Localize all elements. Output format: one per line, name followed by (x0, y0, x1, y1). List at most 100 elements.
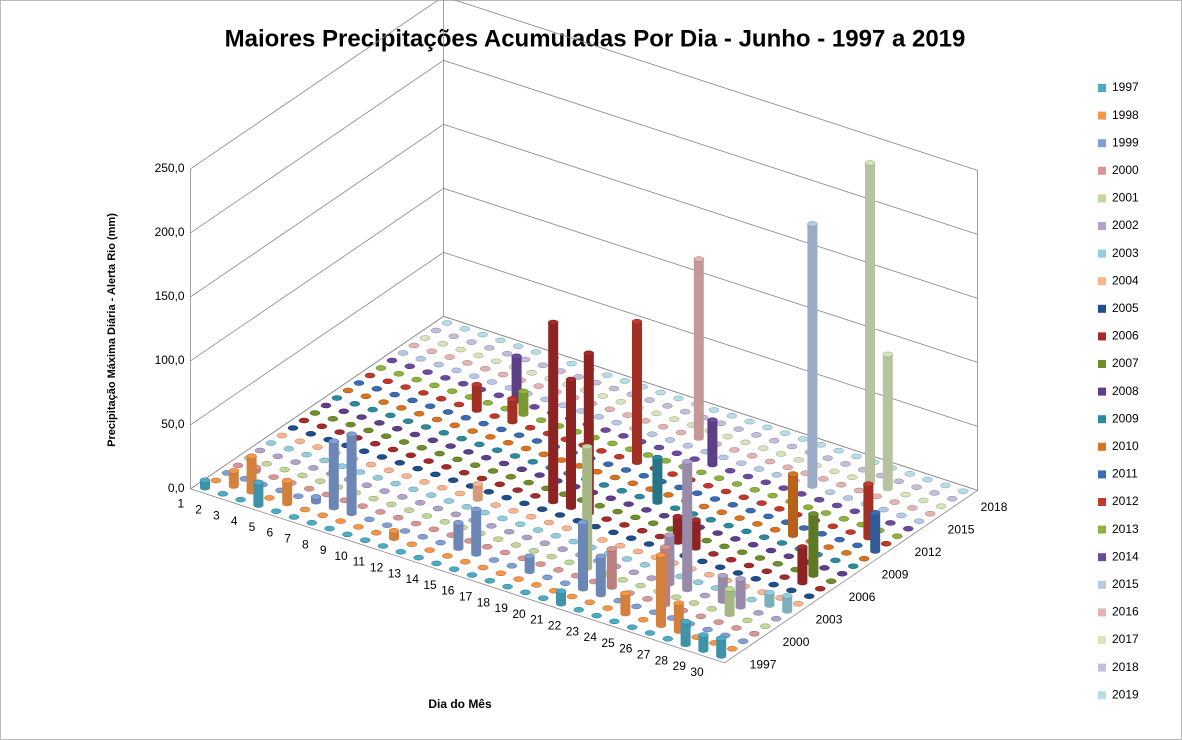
column-top (613, 453, 625, 460)
column-top (702, 482, 714, 489)
column-top (637, 616, 649, 623)
column (430, 327, 442, 334)
column-top (390, 480, 401, 487)
column-top (484, 345, 495, 351)
column-top (452, 456, 463, 463)
column (490, 358, 502, 364)
column-body (788, 474, 798, 538)
column-top (440, 375, 451, 381)
column-top (636, 527, 648, 534)
column (470, 506, 482, 557)
column (670, 594, 682, 600)
column-top (776, 540, 788, 546)
column (772, 561, 784, 567)
column-body (548, 322, 559, 505)
column (483, 489, 495, 495)
column-top (453, 401, 465, 408)
column-top (422, 369, 433, 375)
grid-line (190, 59, 978, 235)
column-top (472, 481, 484, 487)
column (749, 487, 761, 493)
column-top (584, 599, 596, 606)
column (600, 427, 611, 433)
column-top (478, 420, 489, 427)
column (630, 514, 641, 521)
column-top (693, 256, 705, 262)
column-top (924, 510, 936, 517)
column-top (596, 448, 607, 454)
column-top (375, 509, 386, 515)
column (827, 523, 839, 530)
column (413, 410, 425, 417)
column-top (539, 540, 551, 547)
column (364, 372, 376, 379)
column-top (449, 422, 461, 429)
column-top (609, 474, 621, 481)
column-top (748, 630, 760, 637)
column-top (782, 464, 794, 471)
column (617, 577, 629, 583)
column (606, 546, 618, 590)
legend-label: 2001 (1112, 191, 1139, 205)
column-top (298, 417, 310, 424)
column (406, 541, 418, 548)
column (625, 535, 637, 541)
column (764, 458, 776, 465)
column (730, 536, 741, 542)
column-top (447, 477, 459, 483)
column-top (775, 451, 787, 457)
column (427, 437, 439, 444)
legend-swatch (1098, 498, 1106, 506)
column-top (802, 504, 814, 510)
column-top (437, 341, 449, 347)
column-top (486, 523, 497, 529)
column-top (389, 391, 400, 398)
column-top (483, 489, 495, 495)
legend-swatch (1098, 608, 1106, 617)
column (655, 389, 666, 396)
column-top (786, 587, 797, 594)
column-top (308, 465, 319, 471)
column (508, 508, 519, 514)
column-top (276, 432, 288, 439)
column (729, 447, 740, 453)
column (478, 420, 489, 427)
column-top (367, 406, 378, 413)
column-top (852, 542, 863, 549)
column-top (424, 547, 435, 553)
column (314, 478, 326, 484)
column (353, 380, 365, 386)
column-top (279, 466, 290, 473)
column-top (342, 531, 353, 538)
column-top (272, 453, 284, 460)
column (419, 335, 431, 341)
column (846, 474, 858, 480)
column (489, 413, 500, 419)
column-top (525, 513, 537, 520)
column-top (458, 469, 470, 476)
column (598, 482, 610, 488)
column (297, 472, 308, 479)
column (335, 518, 346, 524)
column-top (738, 494, 750, 501)
column (745, 507, 756, 514)
column (620, 590, 631, 617)
column-top (736, 549, 748, 555)
column (468, 373, 480, 379)
column-top (398, 439, 410, 445)
column-top (528, 548, 540, 554)
column-top (501, 494, 512, 501)
column-top (524, 424, 536, 431)
column-top (829, 468, 840, 475)
column (644, 397, 655, 403)
column-top (616, 488, 628, 494)
legend-swatch (1098, 166, 1106, 175)
column-top (847, 563, 859, 569)
column (477, 331, 488, 338)
legend-swatch (1098, 84, 1106, 92)
column-top (502, 583, 513, 590)
column (484, 345, 495, 351)
column-top (566, 360, 577, 367)
column-top (370, 529, 382, 536)
column (317, 512, 329, 519)
